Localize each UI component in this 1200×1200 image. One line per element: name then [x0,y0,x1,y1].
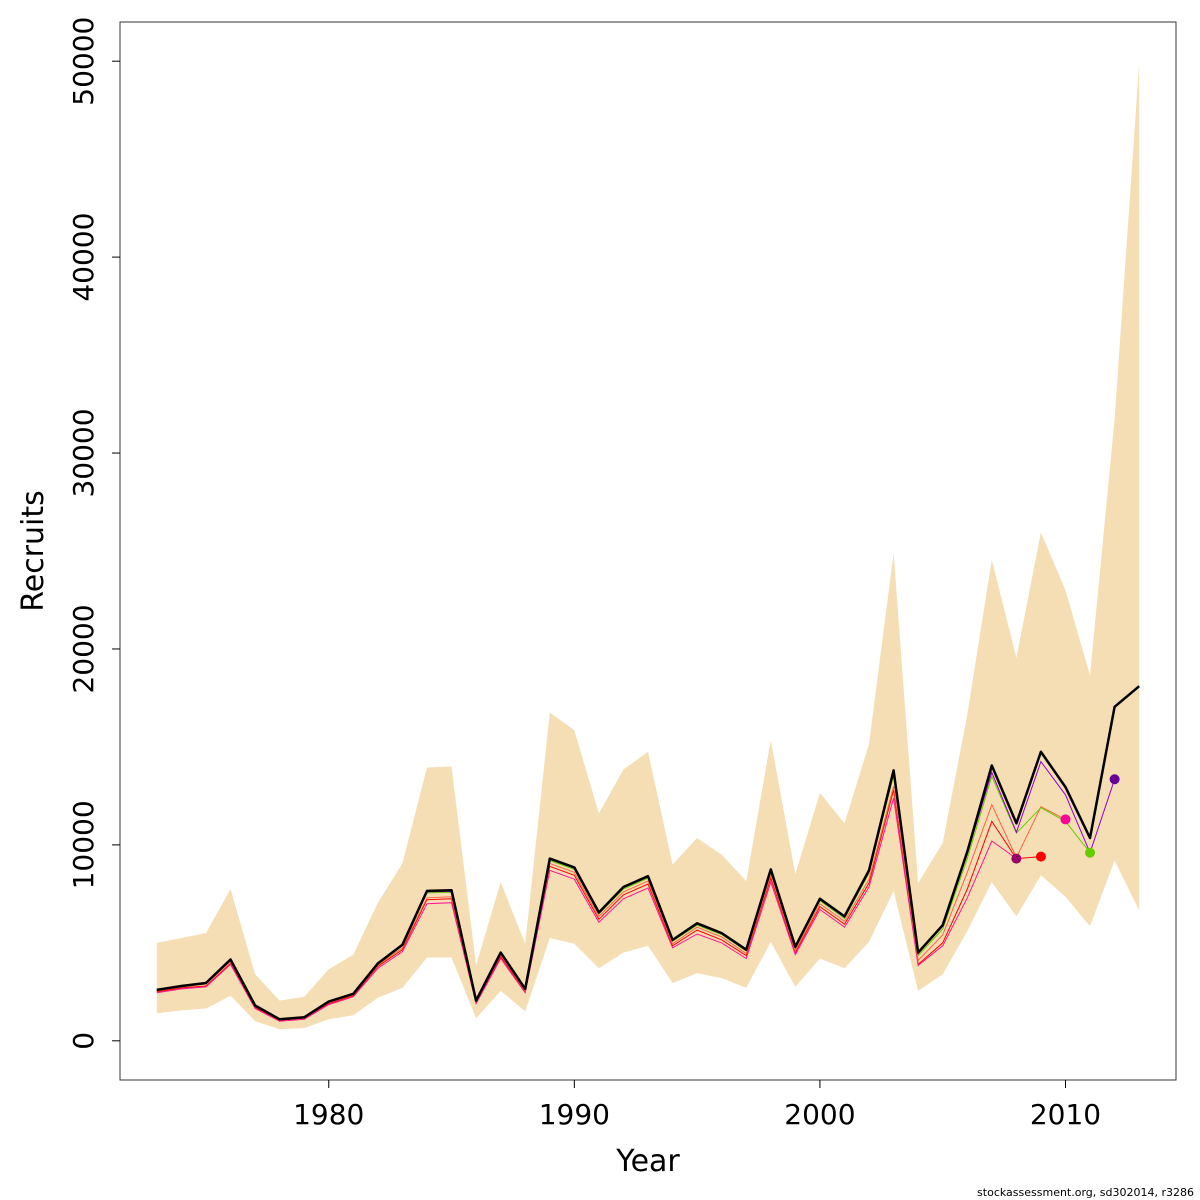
x-tick-label: 1990 [539,1098,610,1131]
peel-endpoint-marker [1060,814,1071,825]
main-line [156,685,1141,1021]
main-estimate-line [156,685,1141,1021]
credit-text: stockassessment.org, sd302014, r3286 [977,1186,1194,1199]
y-tick-label: 10000 [67,800,100,889]
y-tick-label: 40000 [67,213,100,302]
y-tick-label: 20000 [67,604,100,693]
y-tick-label: 30000 [67,408,100,497]
plot-frame [119,21,1177,1081]
peel-endpoint-marker [1011,853,1022,864]
peel-line [156,797,1017,1022]
y-axis: 0 10000 20000 30000 40000 50000 [67,17,120,1050]
x-tick-label: 2000 [784,1098,855,1131]
y-tick-label: 0 [67,1032,100,1050]
x-tick-label: 2010 [1030,1098,1101,1131]
peel-endpoint-marker [1085,847,1096,858]
peel-endpoint-marker [1035,851,1046,862]
x-axis-label: Year [615,1144,680,1179]
peel-endpoint-marker [1109,774,1120,785]
y-axis-label: Recruits [16,490,51,612]
peel-endpoints [1011,774,1120,864]
x-axis: 1980 1990 2000 2010 [293,1080,1101,1131]
y-tick-label: 50000 [67,17,100,106]
x-tick-label: 1980 [293,1098,364,1131]
